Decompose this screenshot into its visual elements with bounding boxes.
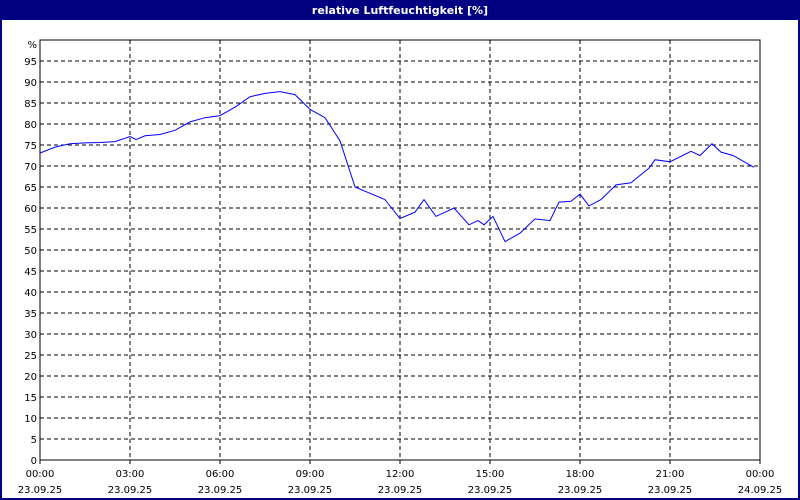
y-tick-label: 60 xyxy=(24,204,37,215)
y-tick-label: 80 xyxy=(24,120,37,131)
x-tick-time: 18:00 xyxy=(566,469,595,480)
x-tick-date: 23.09.25 xyxy=(108,485,153,496)
y-tick-label: 25 xyxy=(24,351,37,362)
y-tick-label: 0 xyxy=(31,456,37,467)
y-tick-label: 85 xyxy=(24,99,37,110)
y-tick-label: 15 xyxy=(24,393,37,404)
x-tick-date: 23.09.25 xyxy=(378,485,423,496)
x-tick-date: 23.09.25 xyxy=(198,485,243,496)
y-axis-label: % xyxy=(27,40,37,51)
y-tick-label: 50 xyxy=(24,246,37,257)
x-tick-date: 23.09.25 xyxy=(288,485,333,496)
x-tick-date: 23.09.25 xyxy=(648,485,693,496)
x-tick-time: 00:00 xyxy=(746,469,775,480)
y-tick-label: 35 xyxy=(24,309,37,320)
chart-title: relative Luftfeuchtigkeit [%] xyxy=(2,2,798,20)
y-tick-label: 65 xyxy=(24,183,37,194)
y-tick-label: 95 xyxy=(24,57,37,68)
x-tick-time: 00:00 xyxy=(26,469,55,480)
y-tick-label: 10 xyxy=(24,414,37,425)
y-tick-label: 30 xyxy=(24,330,37,341)
x-tick-time: 12:00 xyxy=(386,469,415,480)
x-tick-time: 03:00 xyxy=(116,469,145,480)
x-tick-date: 24.09.25 xyxy=(738,485,783,496)
y-tick-label: 40 xyxy=(24,288,37,299)
x-tick-time: 21:00 xyxy=(656,469,685,480)
x-tick-time: 06:00 xyxy=(206,469,235,480)
y-tick-label: 45 xyxy=(24,267,37,278)
plot-frame xyxy=(39,39,761,461)
x-tick-date: 23.09.25 xyxy=(18,485,63,496)
x-tick-date: 23.09.25 xyxy=(558,485,603,496)
x-tick-date: 23.09.25 xyxy=(468,485,513,496)
y-tick-label: 90 xyxy=(24,78,37,89)
y-tick-label: 75 xyxy=(24,141,37,152)
x-tick-time: 09:00 xyxy=(296,469,325,480)
y-tick-label: 5 xyxy=(31,435,37,446)
x-tick-time: 15:00 xyxy=(476,469,505,480)
y-tick-label: 20 xyxy=(24,372,37,383)
y-tick-label: 55 xyxy=(24,225,37,236)
humidity-line xyxy=(39,91,755,243)
y-tick-label: 70 xyxy=(24,162,37,173)
